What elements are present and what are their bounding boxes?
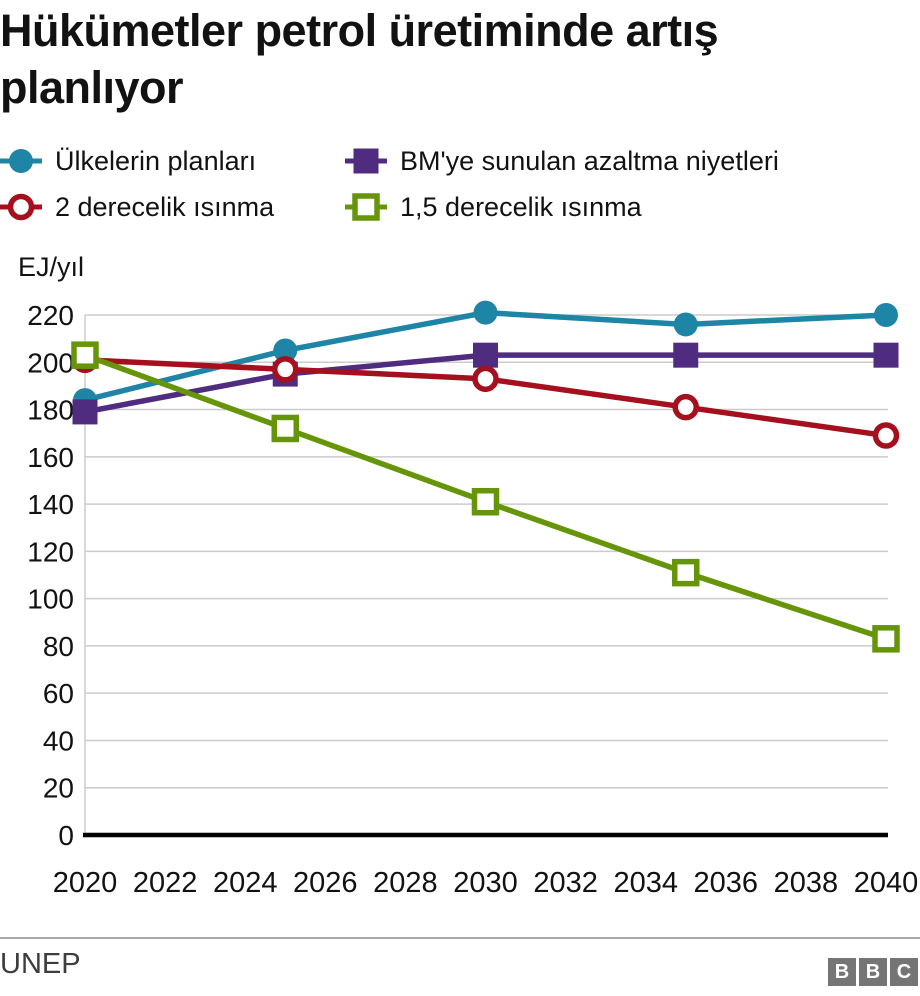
bbc-logo-block: B xyxy=(828,958,856,986)
two-degree-warming-legend-marker-icon xyxy=(0,193,42,221)
un-pledges-legend-marker-icon xyxy=(345,148,387,174)
svg-text:20: 20 xyxy=(43,773,74,804)
svg-text:2032: 2032 xyxy=(533,867,598,899)
svg-text:160: 160 xyxy=(27,442,74,473)
svg-text:2020: 2020 xyxy=(53,867,118,899)
bbc-logo-block: B xyxy=(859,958,887,986)
x-axis-labels: 2020 2022 2024 2026 2028 2030 2032 2034 2036 2038… xyxy=(53,867,919,899)
gridlines xyxy=(84,314,888,835)
legend-label: Ülkelerin planları xyxy=(55,145,257,176)
svg-text:2026: 2026 xyxy=(293,867,358,899)
y-axis-unit-label: EJ/yıl xyxy=(18,252,85,282)
legend-label: BM'ye sunulan azaltma niyetleri xyxy=(400,145,779,176)
chart-title: Hükümetler petrol üretiminde artış planl… xyxy=(0,5,719,113)
legend-item-country-plans: Ülkelerin planları xyxy=(0,144,345,178)
bbc-logo: B B C xyxy=(828,958,918,986)
y-axis-labels: 0 20 40 60 80 100 120 140 160 180 200 220 xyxy=(27,300,74,851)
svg-text:40: 40 xyxy=(43,725,74,756)
legend-label: 1,5 derecelik ısınma xyxy=(400,191,642,222)
svg-text:220: 220 xyxy=(27,300,74,331)
svg-text:2036: 2036 xyxy=(694,867,759,899)
legend-item-two-degree-warming: 2 derecelik ısınma xyxy=(0,190,345,224)
svg-text:80: 80 xyxy=(43,631,74,662)
svg-text:2040: 2040 xyxy=(854,867,919,899)
svg-text:120: 120 xyxy=(27,536,74,567)
bbc-logo-block: C xyxy=(890,958,918,986)
svg-text:2022: 2022 xyxy=(133,867,198,899)
svg-text:2038: 2038 xyxy=(774,867,839,899)
svg-text:2030: 2030 xyxy=(453,867,518,899)
svg-text:2024: 2024 xyxy=(213,867,278,899)
source-label: UNEP xyxy=(0,948,81,980)
footer-divider xyxy=(0,937,920,939)
series-one-point-five-degree-warming xyxy=(71,341,900,653)
legend-item-one-point-five-degree-warming: 1,5 derecelik ısınma xyxy=(345,190,920,224)
svg-text:180: 180 xyxy=(27,395,74,426)
svg-text:140: 140 xyxy=(27,489,74,520)
legend: Ülkelerin planları BM'ye sunulan azaltma … xyxy=(0,144,920,224)
svg-text:2028: 2028 xyxy=(373,867,438,899)
country-plans-legend-marker-icon xyxy=(0,149,42,173)
svg-text:100: 100 xyxy=(27,584,74,615)
legend-item-un-pledges: BM'ye sunulan azaltma niyetleri xyxy=(345,144,920,178)
svg-text:0: 0 xyxy=(58,820,74,851)
svg-text:2034: 2034 xyxy=(613,867,678,899)
one-point-five-degree-warming-legend-marker-icon xyxy=(345,193,387,221)
legend-label: 2 derecelik ısınma xyxy=(55,191,275,222)
svg-text:200: 200 xyxy=(27,347,74,378)
svg-text:60: 60 xyxy=(43,678,74,709)
